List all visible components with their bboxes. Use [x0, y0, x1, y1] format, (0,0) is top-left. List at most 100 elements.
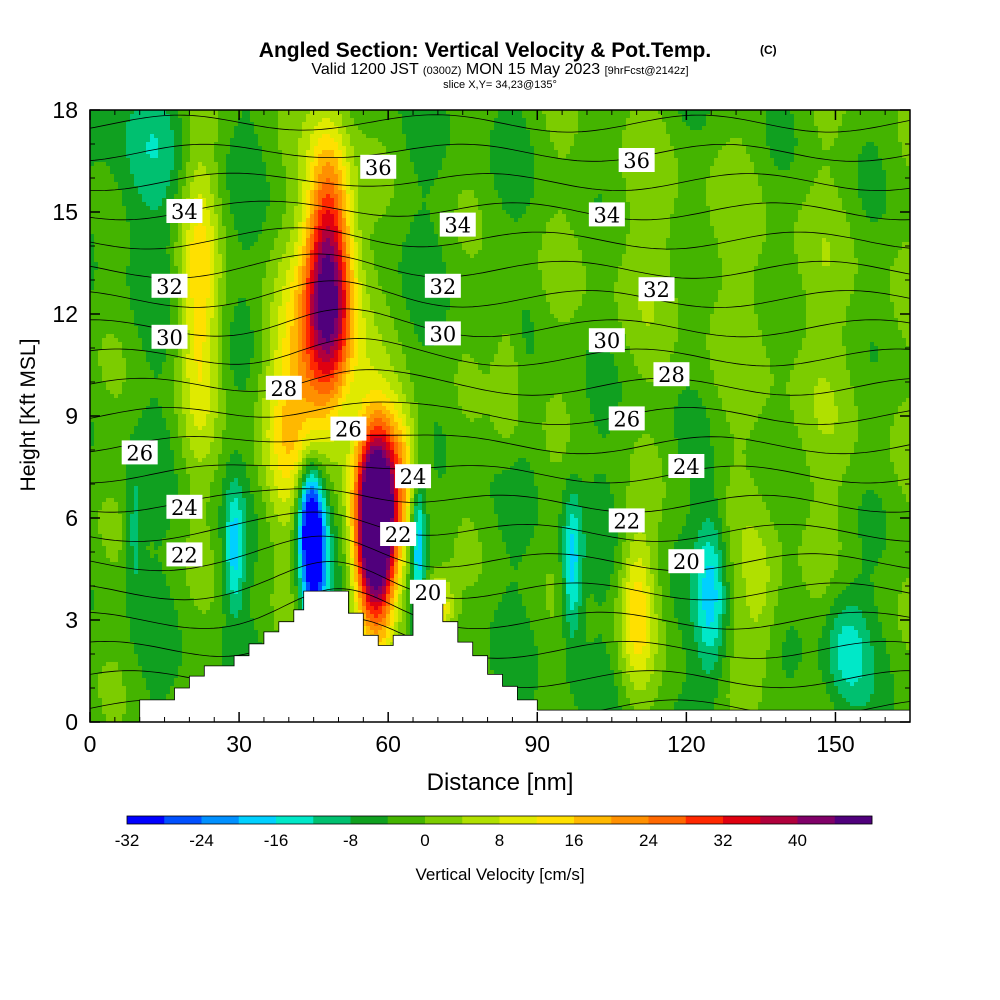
velocity-cell	[90, 382, 95, 387]
velocity-cell	[118, 138, 123, 143]
velocity-cell	[114, 134, 119, 139]
velocity-cell	[102, 354, 107, 359]
velocity-cell	[138, 342, 143, 347]
velocity-cell	[158, 506, 163, 511]
velocity-cell	[126, 370, 131, 375]
velocity-cell	[202, 510, 207, 515]
velocity-cell	[170, 110, 175, 115]
velocity-cell	[130, 506, 135, 511]
velocity-cell	[118, 634, 123, 639]
velocity-cell	[194, 126, 199, 131]
velocity-cell	[158, 178, 163, 183]
velocity-cell	[190, 650, 195, 655]
velocity-cell	[98, 210, 103, 215]
velocity-cell	[186, 478, 191, 483]
velocity-cell	[190, 342, 195, 347]
velocity-cell	[186, 334, 191, 339]
velocity-cell	[186, 474, 191, 479]
velocity-cell	[214, 562, 219, 567]
velocity-cell	[90, 238, 95, 243]
velocity-cell	[134, 274, 139, 279]
velocity-cell	[146, 534, 151, 539]
velocity-cell	[94, 286, 99, 291]
velocity-cell	[126, 490, 131, 495]
velocity-cell	[214, 218, 219, 223]
velocity-cell	[94, 298, 99, 303]
velocity-cell	[214, 390, 219, 395]
velocity-cell	[198, 430, 203, 435]
velocity-cell	[190, 538, 195, 543]
velocity-cell	[214, 378, 219, 383]
velocity-cell	[178, 642, 183, 647]
velocity-cell	[218, 426, 223, 431]
velocity-cell	[94, 366, 99, 371]
velocity-cell	[178, 406, 183, 411]
velocity-cell	[130, 398, 135, 403]
velocity-cell	[162, 686, 167, 691]
velocity-cell	[114, 526, 119, 531]
velocity-cell	[202, 586, 207, 591]
velocity-cell	[194, 110, 199, 115]
velocity-cell	[98, 330, 103, 335]
velocity-cell	[150, 570, 155, 575]
velocity-cell	[122, 482, 127, 487]
velocity-cell	[210, 658, 215, 663]
velocity-cell	[94, 630, 99, 635]
velocity-cell	[206, 250, 211, 255]
velocity-cell	[190, 334, 195, 339]
velocity-cell	[186, 666, 191, 671]
velocity-cell	[202, 202, 207, 207]
velocity-cell	[98, 454, 103, 459]
velocity-cell	[218, 254, 223, 259]
velocity-cell	[170, 350, 175, 355]
velocity-cell	[110, 654, 115, 659]
velocity-cell	[166, 678, 171, 683]
velocity-cell	[102, 498, 107, 503]
velocity-cell	[114, 162, 119, 167]
velocity-cell	[110, 218, 115, 223]
velocity-cell	[146, 286, 151, 291]
velocity-cell	[142, 258, 147, 263]
velocity-cell	[130, 230, 135, 235]
velocity-cell	[110, 426, 115, 431]
velocity-cell	[94, 434, 99, 439]
velocity-cell	[98, 198, 103, 203]
velocity-cell	[218, 370, 223, 375]
velocity-cell	[154, 138, 159, 143]
velocity-cell	[210, 302, 215, 307]
velocity-cell	[194, 130, 199, 135]
velocity-cell	[178, 390, 183, 395]
velocity-cell	[154, 498, 159, 503]
velocity-cell	[166, 490, 171, 495]
velocity-cell	[202, 282, 207, 287]
velocity-cell	[154, 646, 159, 651]
velocity-cell	[102, 350, 107, 355]
velocity-cell	[190, 442, 195, 447]
velocity-cell	[202, 554, 207, 559]
velocity-cell	[142, 642, 147, 647]
velocity-cell	[186, 358, 191, 363]
velocity-cell	[194, 446, 199, 451]
velocity-cell	[166, 482, 171, 487]
velocity-cell	[170, 530, 175, 535]
velocity-cell	[130, 386, 135, 391]
velocity-cell	[122, 682, 127, 687]
velocity-cell	[154, 306, 159, 311]
velocity-cell	[158, 634, 163, 639]
velocity-cell	[94, 198, 99, 203]
velocity-cell	[206, 378, 211, 383]
velocity-cell	[206, 274, 211, 279]
velocity-cell	[202, 462, 207, 467]
velocity-cell	[218, 478, 223, 483]
velocity-cell	[194, 286, 199, 291]
velocity-cell	[130, 618, 135, 623]
velocity-cell	[178, 234, 183, 239]
velocity-cell	[102, 546, 107, 551]
velocity-cell	[102, 214, 107, 219]
velocity-cell	[106, 566, 111, 571]
velocity-cell	[90, 182, 95, 187]
velocity-cell	[98, 390, 103, 395]
velocity-cell	[186, 114, 191, 119]
velocity-cell	[178, 146, 183, 151]
velocity-cell	[158, 518, 163, 523]
